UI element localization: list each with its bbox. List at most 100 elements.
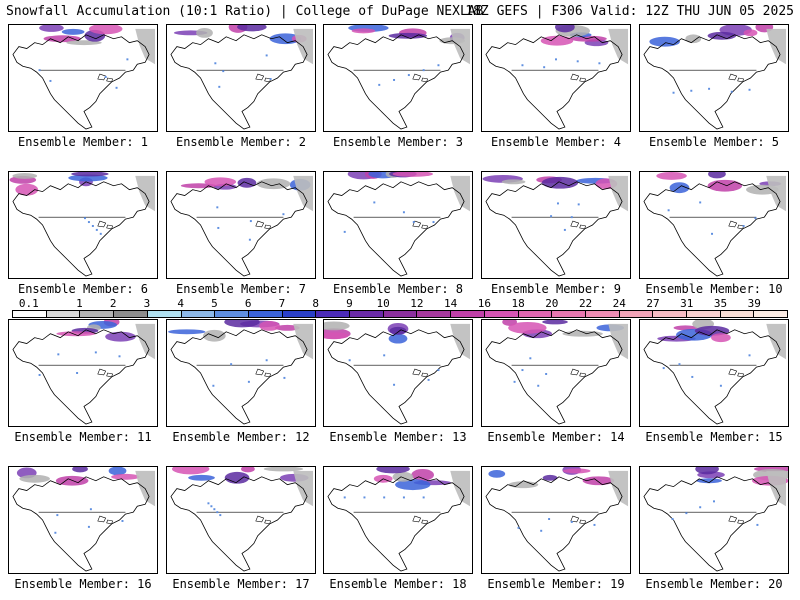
ensemble-map: [9, 320, 157, 426]
snow-band: [72, 467, 88, 473]
colorbar-label: 16: [477, 297, 491, 310]
snow-band: [108, 467, 127, 476]
snow-speck: [662, 367, 665, 370]
snow-speck: [118, 355, 121, 358]
snow-band: [275, 324, 300, 331]
snow-speck: [742, 225, 745, 227]
snow-speck: [83, 217, 86, 220]
great-lakes: [97, 368, 113, 378]
ensemble-member-caption: Ensemble Member: 4: [490, 135, 622, 149]
great-lakes: [412, 368, 428, 378]
snow-speck: [265, 359, 268, 362]
snow-band: [570, 35, 607, 42]
colorbar-swatch: [754, 311, 788, 317]
colorbar-label: 14: [443, 297, 458, 310]
snow-band: [15, 183, 39, 196]
snow-speck: [543, 66, 546, 69]
snow-speck: [570, 520, 573, 523]
colorbar-label: 5: [211, 297, 218, 310]
snow-band: [649, 36, 680, 47]
ensemble-map: [640, 320, 788, 426]
snow-band: [392, 172, 434, 177]
snow-speck: [216, 511, 219, 514]
coastline: [643, 476, 781, 572]
snow-band: [711, 333, 731, 343]
snow-speck: [49, 79, 52, 82]
ensemble-map: [482, 25, 630, 131]
colorbar-label: 2: [109, 297, 117, 310]
snow-band: [695, 467, 719, 475]
snow-speck: [563, 228, 566, 231]
snow-speck: [691, 375, 694, 378]
coastline: [170, 34, 308, 130]
snow-speck: [570, 216, 573, 219]
ensemble-member-caption: Ensemble Member: 9: [490, 282, 622, 296]
snow-speck: [756, 523, 759, 526]
snow-band: [105, 331, 136, 342]
great-lakes: [97, 73, 113, 83]
snow-speck: [210, 505, 213, 508]
snow-band: [237, 25, 267, 32]
snow-speck: [437, 64, 440, 67]
colorbar-label: 3: [143, 297, 151, 310]
ensemble-map-panel: [166, 319, 316, 427]
snow-speck: [593, 523, 596, 526]
snow-speck: [545, 373, 548, 375]
coastline: [485, 476, 623, 572]
snow-speck: [282, 213, 285, 216]
snow-speck: [521, 64, 524, 67]
ensemble-map-panel: [8, 24, 158, 132]
snow-band: [707, 179, 743, 192]
snow-speck: [115, 86, 118, 89]
snow-band: [263, 467, 304, 472]
snow-speck: [87, 525, 90, 528]
snow-speck: [529, 357, 532, 360]
ensemble-member-caption: Ensemble Member: 20: [645, 577, 783, 591]
snow-band: [656, 172, 687, 180]
snow-speck: [265, 54, 268, 57]
ensemble-member-caption: Ensemble Member: 12: [172, 430, 310, 444]
snow-band: [488, 469, 506, 478]
snow-speck: [269, 78, 272, 80]
colorbar-swatch: [215, 311, 249, 317]
snow-speck: [699, 201, 702, 204]
ensemble-member-caption: Ensemble Member: 8: [332, 282, 464, 296]
snow-speck: [432, 221, 435, 224]
great-lakes: [255, 515, 271, 525]
coastline: [485, 329, 623, 425]
snow-band: [542, 474, 558, 481]
snow-speck: [249, 220, 252, 223]
coastline: [327, 34, 465, 130]
snow-speck: [95, 228, 98, 231]
snow-speck: [402, 496, 405, 499]
coastline: [170, 476, 308, 572]
ensemble-map: [640, 467, 788, 573]
ensemble-member-caption: Ensemble Member: 2: [175, 135, 307, 149]
ensemble-map-panel: [166, 24, 316, 132]
snow-speck: [383, 496, 386, 499]
snow-band: [88, 25, 123, 35]
snow-speck: [126, 58, 129, 61]
colorbar-swatch: [282, 311, 317, 317]
snow-speck: [230, 363, 233, 366]
snow-speck: [212, 384, 215, 387]
great-lakes: [412, 515, 428, 525]
snow-band: [12, 172, 38, 179]
snow-band: [541, 176, 579, 189]
snow-speck: [427, 378, 430, 381]
snow-speck: [104, 76, 107, 78]
snow-speck: [87, 221, 90, 224]
snow-speck: [378, 83, 381, 86]
snow-band: [71, 172, 109, 177]
colorbar-label: 0.1: [18, 297, 39, 310]
snow-band: [256, 178, 291, 190]
snow-speck: [393, 383, 396, 386]
snow-speck: [699, 506, 702, 509]
snow-band: [395, 479, 431, 491]
colorbar-swatch: [720, 311, 755, 317]
snow-speck: [393, 78, 396, 81]
ensemble-map: [9, 25, 157, 131]
ensemble-map-panel: [639, 319, 789, 427]
snow-band: [196, 27, 213, 38]
colorbar-swatch: [619, 311, 654, 317]
